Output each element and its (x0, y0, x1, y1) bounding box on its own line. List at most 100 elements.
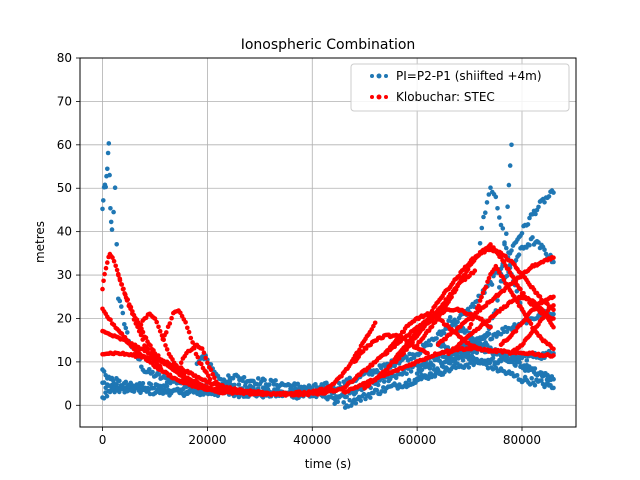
data-point (185, 325, 190, 331)
data-point (447, 315, 453, 320)
data-point (527, 215, 532, 221)
data-point (444, 366, 450, 371)
data-point (169, 315, 174, 321)
data-point (236, 382, 242, 387)
data-point (186, 329, 192, 335)
y-tick-label: 0 (64, 398, 72, 412)
data-point (507, 163, 513, 168)
data-point (513, 329, 519, 334)
y-axis: 0 10 20 30 40 50 60 70 80 (57, 51, 80, 412)
data-point (551, 259, 556, 265)
data-point (199, 346, 205, 351)
data-point (101, 278, 106, 284)
x-tick-label: 0 (99, 433, 107, 447)
data-point (372, 320, 378, 326)
data-point (489, 282, 495, 287)
data-point (157, 328, 163, 334)
data-point (441, 330, 447, 336)
data-point (124, 298, 130, 303)
data-point (156, 372, 162, 377)
data-point (101, 198, 106, 203)
chart-title: Ionospheric Combination (241, 37, 416, 53)
data-point (519, 231, 525, 236)
data-point (501, 259, 507, 265)
data-point (335, 399, 341, 405)
data-point (486, 192, 492, 197)
data-point (532, 366, 538, 371)
data-point (473, 337, 479, 343)
data-point (267, 382, 272, 387)
data-point (210, 371, 215, 377)
data-point (129, 388, 135, 394)
data-point (106, 141, 112, 146)
data-point (208, 367, 214, 373)
y-axis-label: metres (33, 221, 47, 263)
data-point (509, 248, 514, 253)
data-point (433, 371, 439, 376)
data-point (410, 381, 416, 386)
data-point (551, 324, 556, 330)
data-point (336, 380, 342, 386)
data-point (477, 298, 483, 303)
data-point (487, 360, 493, 366)
data-point (551, 346, 556, 352)
data-point (112, 185, 118, 190)
data-point (205, 360, 210, 366)
data-point (551, 385, 556, 391)
legend: PI=P2-P1 (shiifted +4m) Klobuchar: STEC (350, 63, 570, 112)
data-point (236, 394, 242, 400)
data-point (470, 317, 475, 322)
data-point (505, 204, 510, 209)
data-point (117, 389, 122, 395)
data-point (438, 370, 443, 376)
data-point (111, 258, 117, 264)
data-point (493, 194, 499, 200)
data-point (147, 386, 152, 392)
data-point (477, 241, 483, 246)
data-point (509, 142, 514, 148)
data-point (551, 303, 556, 308)
x-tick-label: 60000 (398, 433, 436, 447)
data-point (551, 376, 556, 382)
data-point (453, 287, 459, 292)
data-point (408, 369, 414, 374)
data-point (206, 373, 211, 379)
data-point (528, 321, 534, 327)
data-point (401, 350, 407, 356)
data-point (435, 366, 440, 371)
data-point (195, 391, 200, 397)
data-point (543, 251, 549, 257)
y-tick-label: 30 (57, 268, 72, 282)
data-point (490, 355, 496, 361)
data-point (488, 324, 493, 330)
y-tick-label: 20 (57, 311, 72, 325)
data-point (481, 214, 486, 220)
data-point (375, 382, 381, 388)
data-point (551, 294, 556, 300)
data-point (201, 350, 207, 356)
data-point (425, 350, 430, 356)
x-axis-label: time (s) (305, 457, 352, 471)
data-point (212, 375, 217, 381)
data-point (485, 279, 490, 285)
data-point (527, 242, 532, 248)
data-point (522, 368, 528, 373)
data-point (516, 252, 522, 257)
data-point (289, 386, 294, 392)
data-point (393, 375, 399, 381)
x-axis: 0 20000 40000 60000 80000 (99, 427, 541, 447)
data-point (164, 330, 169, 335)
data-point (525, 222, 531, 227)
data-point (551, 255, 556, 260)
data-point (514, 289, 520, 294)
data-point (368, 395, 373, 400)
data-point (466, 365, 472, 370)
data-point (518, 286, 523, 292)
data-point (112, 382, 118, 387)
data-point (497, 215, 502, 220)
data-point (199, 361, 204, 367)
data-point (431, 363, 436, 368)
data-point (479, 294, 484, 300)
data-point (159, 387, 165, 393)
